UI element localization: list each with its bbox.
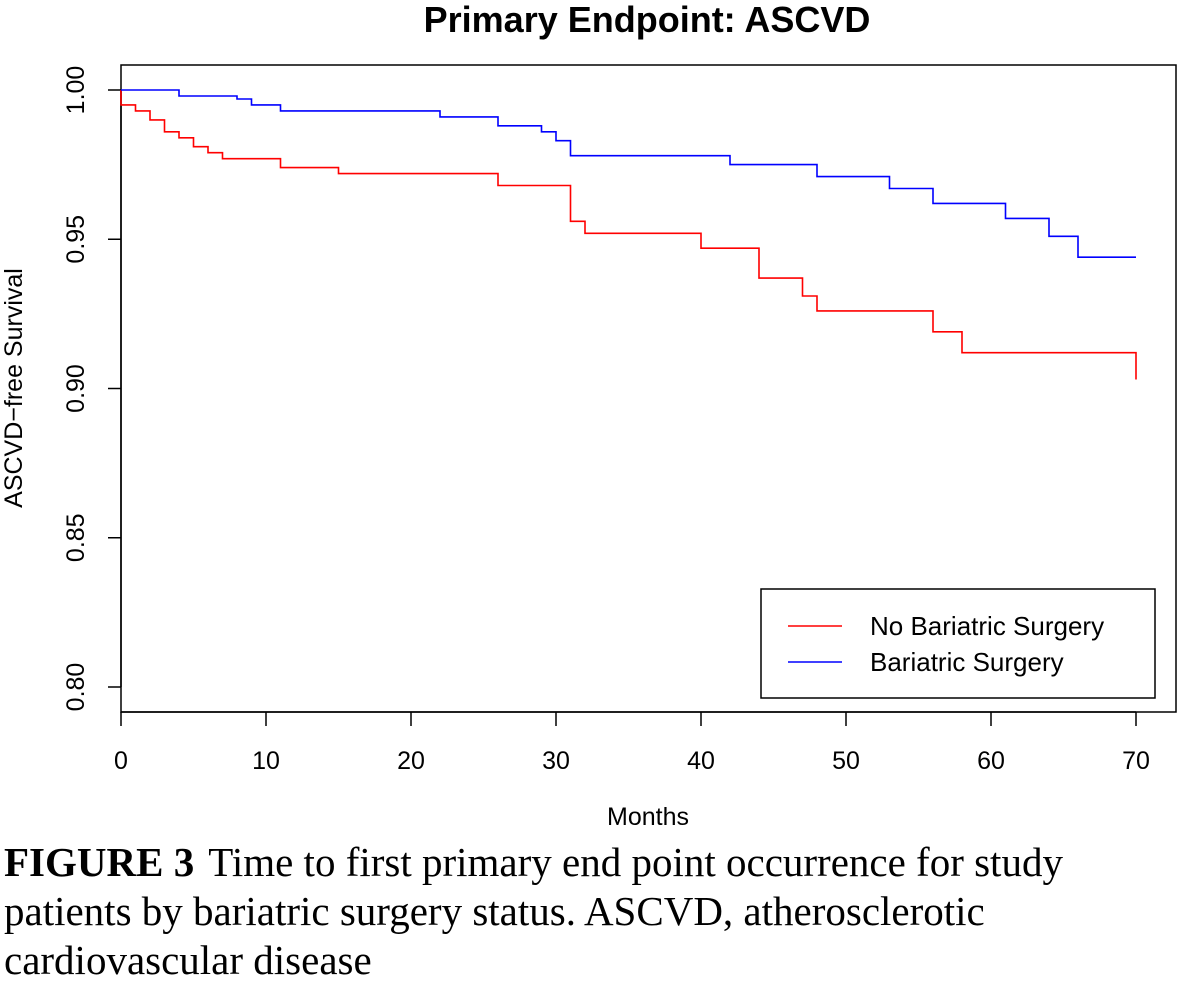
x-tick-label: 50 — [832, 747, 860, 775]
y-tick-label: 0.90 — [62, 364, 90, 413]
chart-title: Primary Endpoint: ASCVD — [424, 0, 871, 40]
y-tick-label: 0.85 — [62, 513, 90, 562]
figure-label: FIGURE 3 — [4, 839, 195, 885]
x-tick-label: 0 — [114, 747, 128, 775]
x-tick-label: 10 — [252, 747, 280, 775]
y-axis: 0.80 0.85 0.90 0.95 1.00 — [62, 66, 122, 712]
y-tick-label: 0.95 — [62, 215, 90, 264]
y-axis-label: ASCVD−free Survival — [0, 268, 28, 508]
x-axis-label: Months — [607, 803, 689, 831]
series-layer — [120, 89, 1137, 380]
series-line-bariatric-surgery — [121, 89, 1136, 258]
x-tick-label: 40 — [687, 747, 715, 775]
x-tick-label: 30 — [542, 747, 570, 775]
legend-label-no-bariatric-surgery: No Bariatric Surgery — [870, 611, 1104, 641]
series-line-no-bariatric-surgery — [120, 90, 1137, 380]
x-tick-label: 60 — [977, 747, 1005, 775]
figure-caption-text: Time to first primary end point occurren… — [4, 839, 1063, 983]
kaplan-meier-chart: Primary Endpoint: ASCVD 0.80 0.85 0.90 0.95… — [0, 0, 1177, 831]
x-tick-label: 70 — [1122, 747, 1150, 775]
figure-caption: FIGURE 3 Time to first primary end point … — [4, 838, 1174, 985]
x-axis: 0 10 20 30 40 50 60 70 — [114, 711, 1150, 775]
legend: No Bariatric Surgery Bariatric Surgery — [760, 588, 1156, 699]
y-tick-label: 0.80 — [62, 663, 90, 712]
x-tick-label: 20 — [397, 747, 425, 775]
legend-label-bariatric-surgery: Bariatric Surgery — [870, 647, 1064, 677]
legend-box — [760, 588, 1156, 699]
y-tick-label: 1.00 — [62, 66, 90, 115]
